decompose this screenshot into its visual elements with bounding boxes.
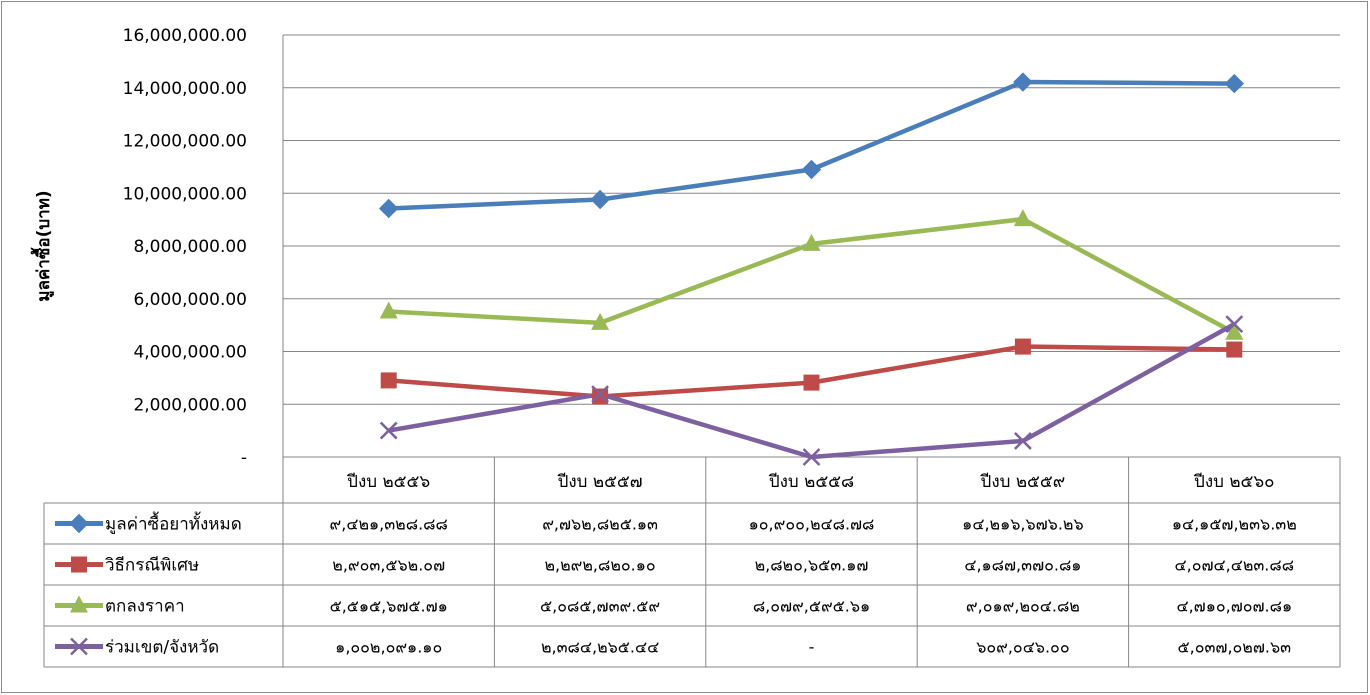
x-category-label: ปีงบ ๒๕๖๐ [1193,472,1274,492]
legend-key-marker [69,513,89,534]
legend-key-marker [70,637,88,656]
table-cell-value: ๔,๗๑๐,๗๐๗.๘๑ [1176,597,1292,616]
data-point-marker [591,312,610,330]
table-cell-value: ๙,๔๒๑,๓๒๘.๘๘ [330,515,448,534]
table-cell-value: ๕,๐๓๗,๐๒๗.๖๓ [1178,638,1292,657]
y-tick-label: 12,000,000.00 [123,132,247,152]
table-cell-value: ๖๐๙,๐๔๖.๐๐ [976,638,1069,657]
x-category-label: ปีงบ ๒๕๕๙ [980,472,1066,492]
data-point-marker [802,233,821,251]
table-cell-value: ๒,๘๒๐,๖๕๓.๑๗ [755,556,869,575]
y-tick-label: 2,000,000.00 [133,395,247,415]
x-category-label: ปีงบ ๒๕๕๘ [768,472,854,492]
legend-series-name: มูลค่าซื้อยาทั้งหมด [105,512,242,535]
table-cell-value: ๔,๐๗๔,๔๒๓.๘๘ [1175,556,1295,575]
data-table: ปีงบ ๒๕๕๖ ปีงบ ๒๕๕๗ ปีงบ ๒๕๕๘ ปีงบ ๒๕๕๙ ปีงบ… [43,456,1341,668]
legend-key-marker [71,556,87,573]
y-tick-label: - [241,448,247,468]
data-point-marker [379,301,398,319]
table-cell-value: ๕,๐๘๕,๗๓๙.๕๙ [540,597,660,616]
table-cell-value: ๑๐,๙๐๐,๒๔๘.๗๘ [749,515,875,534]
y-tick-label: 14,000,000.00 [123,79,247,99]
table-cell-value: ๑,๐๐๒,๐๙๑.๑๐ [335,638,442,657]
table-cell-value: ๑๔,๑๕๗,๒๓๖.๓๒ [1172,515,1297,534]
table-cell-value: ๑๔,๒๑๖,๖๗๖.๒๖ [962,515,1083,534]
series-lines [378,72,1245,466]
data-point-marker [1225,315,1244,334]
y-tick-label: 4,000,000.00 [133,343,247,363]
table-cell-value: ๒,๙๐๓,๕๖๒.๐๗ [332,556,445,575]
y-tick-label: 10,000,000.00 [123,184,247,204]
data-point-marker [1013,72,1033,92]
data-point-marker [378,198,399,219]
table-cell-value: ๔,๑๘๗,๓๗๐.๘๑ [964,556,1081,575]
y-axis-tick-labels: - 2,000,000.00 4,000,000.00 6,000,000.00 8,0… [123,26,247,468]
data-point-marker [1014,338,1031,355]
data-point-marker [380,372,397,389]
x-category-label: ปีงบ ๒๕๕๖ [346,472,430,492]
data-point-marker [1225,322,1244,340]
data-point-marker [590,189,610,210]
table-cell-value: ๘,๐๗๙,๕๙๕.๖๑ [753,597,870,616]
table-cell-value: ๕,๕๑๕,๖๗๕.๗๑ [330,597,448,616]
data-point-marker [801,159,822,180]
data-point-marker [1224,73,1245,94]
legend-series-name: ตกลงราคา [105,597,185,617]
data-point-marker [592,388,609,405]
data-point-marker [803,374,820,391]
x-category-label: ปีงบ ๒๕๕๗ [557,472,643,492]
data-point-marker [1014,432,1032,450]
table-cell-value: - [809,638,815,657]
table-cell-value: ๙,๐๑๙,๒๐๔.๘๒ [966,597,1080,616]
y-tick-label: 8,000,000.00 [133,237,247,257]
table-cell-value: ๙,๗๖๒,๘๒๕.๑๓ [542,515,658,534]
data-point-marker [379,421,398,440]
y-tick-label: 16,000,000.00 [123,26,247,46]
y-tick-label: 6,000,000.00 [133,290,247,310]
y-axis-title: มูลค่าซื้อ(บาท) [30,190,55,301]
data-point-marker [591,385,609,403]
data-point-marker [802,448,821,466]
table-cell-value: ๒,๒๙๒,๘๒๐.๑๐ [544,556,655,575]
legend-key-marker [70,595,88,613]
data-point-marker [1226,341,1243,358]
table-cell-value: ๒,๓๘๔,๒๖๕.๔๔ [541,638,659,657]
legend-series-name: วิธีกรณีพิเศษ [105,556,200,576]
data-point-marker [1013,209,1032,227]
legend-series-name: ร่วมเขต/จังหวัด [105,638,219,658]
